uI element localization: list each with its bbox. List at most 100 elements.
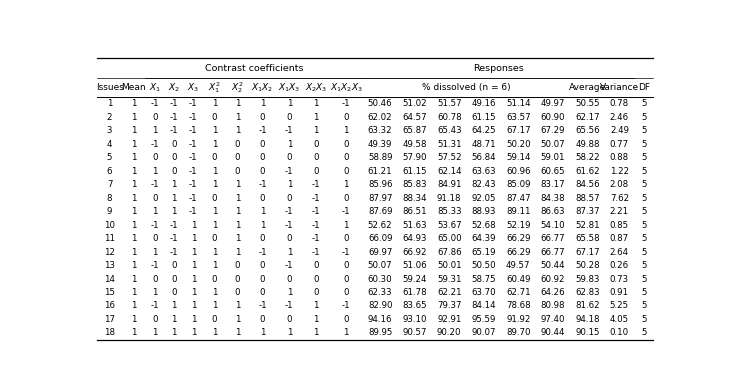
Text: 1: 1 [171, 207, 177, 216]
Text: 2.49: 2.49 [610, 126, 629, 135]
Text: 49.97: 49.97 [541, 99, 565, 108]
Text: 61.15: 61.15 [402, 167, 427, 176]
Text: -1: -1 [189, 167, 198, 176]
Text: 1: 1 [211, 328, 217, 337]
Text: 95.59: 95.59 [472, 315, 496, 324]
Text: 0: 0 [343, 234, 349, 243]
Text: 0: 0 [313, 167, 319, 176]
Text: 0: 0 [343, 153, 349, 162]
Text: 1: 1 [131, 221, 136, 229]
Text: 15: 15 [104, 288, 115, 297]
Text: 65.58: 65.58 [575, 234, 600, 243]
Text: -1: -1 [258, 301, 267, 310]
Text: $X_2$: $X_2$ [168, 82, 180, 94]
Text: 1.22: 1.22 [610, 167, 629, 176]
Text: 1: 1 [235, 194, 241, 203]
Text: 1: 1 [190, 261, 196, 270]
Text: 0: 0 [171, 167, 177, 176]
Text: 1: 1 [235, 126, 241, 135]
Text: -1: -1 [312, 194, 321, 203]
Text: 57.90: 57.90 [402, 153, 427, 162]
Text: 1: 1 [235, 180, 241, 189]
Text: 65.87: 65.87 [402, 126, 427, 135]
Text: 1: 1 [313, 99, 319, 108]
Text: 50.28: 50.28 [575, 261, 600, 270]
Text: 62.21: 62.21 [437, 288, 461, 297]
Text: 1: 1 [286, 328, 292, 337]
Text: 0: 0 [260, 113, 265, 122]
Text: 5: 5 [641, 301, 647, 310]
Text: 0: 0 [171, 288, 177, 297]
Text: 1: 1 [131, 261, 136, 270]
Text: 86.51: 86.51 [402, 207, 427, 216]
Text: 93.10: 93.10 [402, 315, 427, 324]
Text: 90.07: 90.07 [472, 328, 496, 337]
Text: 60.96: 60.96 [506, 167, 531, 176]
Text: 4: 4 [107, 140, 112, 149]
Text: 60.90: 60.90 [541, 113, 565, 122]
Text: 1: 1 [313, 126, 319, 135]
Text: Issues: Issues [95, 83, 123, 92]
Text: -1: -1 [170, 248, 179, 256]
Text: 0: 0 [152, 153, 157, 162]
Text: -1: -1 [170, 234, 179, 243]
Text: 67.17: 67.17 [575, 248, 600, 256]
Text: 63.70: 63.70 [472, 288, 496, 297]
Text: 1: 1 [260, 328, 265, 337]
Text: 51.63: 51.63 [402, 221, 427, 229]
Text: 66.29: 66.29 [506, 234, 531, 243]
Text: 60.65: 60.65 [540, 167, 565, 176]
Text: 85.96: 85.96 [368, 180, 392, 189]
Text: 1: 1 [190, 315, 196, 324]
Text: -1: -1 [285, 221, 294, 229]
Text: 1: 1 [131, 167, 136, 176]
Text: 2.46: 2.46 [610, 113, 629, 122]
Text: 1: 1 [235, 328, 241, 337]
Text: 1: 1 [171, 315, 177, 324]
Text: 1: 1 [235, 234, 241, 243]
Text: 0: 0 [260, 288, 265, 297]
Text: 0.73: 0.73 [610, 275, 629, 283]
Text: 0: 0 [286, 234, 292, 243]
Text: 5: 5 [641, 234, 647, 243]
Text: 64.39: 64.39 [472, 234, 496, 243]
Text: 62.02: 62.02 [368, 113, 392, 122]
Text: 0: 0 [343, 288, 349, 297]
Text: $X_1X_2$: $X_1X_2$ [252, 82, 273, 94]
Text: 5: 5 [641, 167, 647, 176]
Text: 82.90: 82.90 [368, 301, 392, 310]
Text: 0: 0 [211, 234, 217, 243]
Text: 58.89: 58.89 [368, 153, 392, 162]
Text: 0: 0 [286, 153, 292, 162]
Text: 49.88: 49.88 [575, 140, 600, 149]
Text: 0: 0 [211, 194, 217, 203]
Text: 0: 0 [211, 113, 217, 122]
Text: -1: -1 [312, 221, 321, 229]
Text: 60.92: 60.92 [541, 275, 565, 283]
Text: 1: 1 [152, 126, 157, 135]
Text: 1: 1 [131, 194, 136, 203]
Text: 78.68: 78.68 [506, 301, 531, 310]
Text: -1: -1 [312, 248, 321, 256]
Text: -1: -1 [342, 207, 351, 216]
Text: 5: 5 [641, 328, 647, 337]
Text: 80.98: 80.98 [541, 301, 565, 310]
Text: 1: 1 [131, 275, 136, 283]
Text: 1: 1 [131, 328, 136, 337]
Text: 0.85: 0.85 [610, 221, 629, 229]
Text: 88.93: 88.93 [472, 207, 496, 216]
Text: 1: 1 [235, 315, 241, 324]
Text: 5: 5 [641, 248, 647, 256]
Text: 1: 1 [343, 328, 349, 337]
Text: 2.21: 2.21 [610, 207, 629, 216]
Text: 84.38: 84.38 [540, 194, 565, 203]
Text: 0: 0 [313, 140, 319, 149]
Text: 87.37: 87.37 [575, 207, 600, 216]
Text: -1: -1 [151, 140, 160, 149]
Text: 1: 1 [190, 328, 196, 337]
Text: 1: 1 [152, 288, 157, 297]
Text: 1: 1 [190, 248, 196, 256]
Text: 1: 1 [286, 99, 292, 108]
Text: 9: 9 [107, 207, 112, 216]
Text: 1: 1 [211, 301, 217, 310]
